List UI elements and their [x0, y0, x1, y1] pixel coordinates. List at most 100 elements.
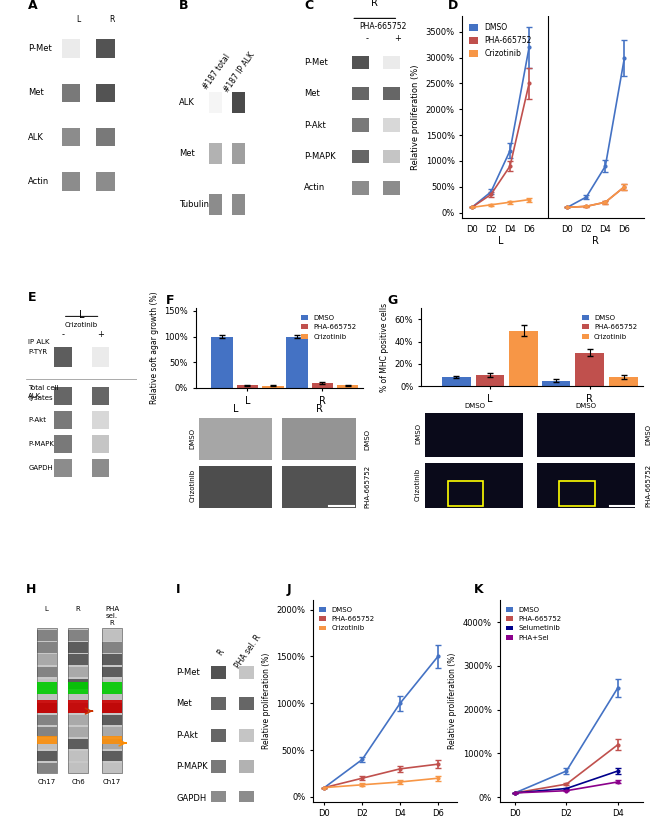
Text: L: L	[498, 236, 503, 245]
Bar	[239, 729, 254, 742]
Bar	[62, 83, 81, 102]
Bar	[209, 142, 222, 164]
Bar	[384, 56, 400, 69]
Text: -: -	[365, 34, 369, 43]
Bar	[68, 727, 88, 737]
Bar	[92, 347, 109, 366]
Bar	[36, 763, 57, 774]
Text: Crizotinib: Crizotinib	[190, 470, 196, 502]
Y-axis label: Relative proliferation (%): Relative proliferation (%)	[262, 653, 271, 749]
Bar	[237, 385, 258, 388]
Text: D: D	[448, 0, 458, 12]
Bar	[262, 386, 283, 388]
Bar	[36, 690, 57, 701]
Text: IP ALK: IP ALK	[28, 339, 50, 344]
Text: R: R	[371, 0, 378, 8]
Bar	[36, 628, 57, 774]
Bar	[575, 353, 604, 386]
Text: R: R	[316, 404, 322, 414]
Bar	[311, 383, 333, 388]
Bar	[352, 119, 369, 132]
Bar	[384, 119, 400, 132]
Legend: DMSO, PHA-665752, Crizotinib: DMSO, PHA-665752, Crizotinib	[466, 20, 535, 61]
Bar	[211, 697, 226, 710]
Bar	[36, 679, 57, 689]
Bar	[239, 666, 254, 679]
Bar	[476, 375, 504, 386]
Text: Ch17: Ch17	[38, 780, 56, 785]
Text: #187 IP ALK: #187 IP ALK	[222, 51, 257, 94]
Text: Tubulin: Tubulin	[179, 200, 209, 209]
Bar	[36, 736, 57, 744]
Bar	[36, 654, 57, 665]
Bar	[211, 729, 226, 742]
Bar	[609, 377, 638, 386]
Text: PHA-665752: PHA-665752	[645, 464, 650, 507]
Text: I: I	[176, 583, 181, 596]
Bar	[102, 751, 122, 762]
Text: GAPDH: GAPDH	[176, 793, 207, 802]
Bar	[352, 150, 369, 163]
Bar	[68, 679, 88, 689]
Legend: DMSO, PHA-665752, Crizotinib: DMSO, PHA-665752, Crizotinib	[579, 312, 640, 342]
Bar	[442, 377, 471, 386]
Text: P-TYR: P-TYR	[28, 348, 47, 354]
Bar	[62, 39, 81, 58]
Bar	[102, 628, 122, 774]
Bar	[36, 642, 57, 653]
Bar	[92, 435, 109, 453]
Bar	[211, 336, 233, 388]
Text: P-Akt: P-Akt	[176, 730, 198, 739]
Text: ALK: ALK	[28, 393, 42, 399]
Bar	[62, 128, 81, 146]
Bar	[352, 87, 369, 101]
Text: C: C	[304, 0, 313, 12]
Bar	[102, 763, 122, 774]
Text: DMSO: DMSO	[645, 425, 650, 445]
Text: Met: Met	[304, 89, 320, 98]
Bar	[537, 463, 634, 508]
Bar	[559, 481, 595, 506]
Text: Ch17: Ch17	[103, 780, 121, 785]
Bar	[96, 83, 114, 102]
Bar	[102, 631, 122, 640]
Text: P-MAPK: P-MAPK	[28, 441, 54, 447]
Bar	[54, 411, 72, 429]
Text: R: R	[76, 606, 81, 613]
Text: +: +	[395, 34, 402, 43]
Bar	[54, 387, 72, 405]
Text: H: H	[26, 583, 36, 596]
Legend: DMSO, PHA-665752, Crizotinib: DMSO, PHA-665752, Crizotinib	[298, 312, 359, 342]
Text: DMSO: DMSO	[190, 428, 196, 448]
Y-axis label: Relative soft agar growth (%): Relative soft agar growth (%)	[150, 292, 159, 404]
Text: DMSO: DMSO	[575, 402, 596, 408]
Bar	[232, 194, 245, 215]
Bar	[36, 727, 57, 737]
Bar	[102, 642, 122, 653]
Bar	[211, 760, 226, 773]
Bar	[211, 792, 226, 805]
Text: lysates: lysates	[28, 395, 53, 401]
Text: ALK: ALK	[28, 133, 44, 142]
Bar	[283, 465, 356, 508]
Text: Actin: Actin	[304, 183, 326, 192]
Bar	[62, 172, 81, 191]
Bar	[36, 751, 57, 762]
Text: DMSO: DMSO	[415, 423, 421, 444]
Bar	[102, 681, 122, 694]
Bar	[68, 628, 88, 774]
Bar	[68, 700, 88, 712]
Bar	[199, 465, 272, 508]
Text: Crizotinib: Crizotinib	[415, 468, 421, 501]
Bar	[102, 679, 122, 689]
Bar	[68, 763, 88, 774]
Bar	[102, 739, 122, 749]
Text: GAPDH: GAPDH	[28, 465, 53, 471]
Bar	[36, 700, 57, 712]
Text: J: J	[287, 583, 292, 596]
Bar	[102, 654, 122, 665]
Bar	[209, 92, 222, 113]
Bar	[96, 128, 114, 146]
Bar	[68, 690, 88, 701]
Text: P-Met: P-Met	[28, 44, 52, 53]
